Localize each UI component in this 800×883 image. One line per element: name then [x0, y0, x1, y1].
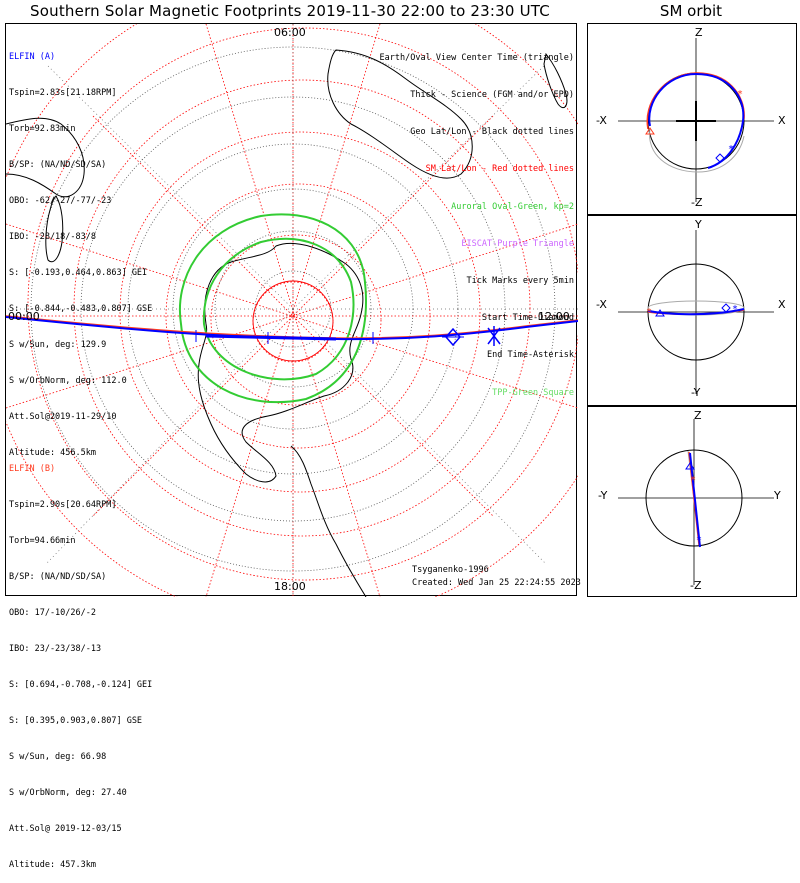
model-name: Tsyganenko-1996	[412, 565, 489, 575]
p2-bottom: -Y	[691, 386, 701, 399]
elfin-a-line: Altitude: 456.5km	[9, 448, 96, 458]
legend-item: Thick - Science (FGM and/or EPD)	[410, 90, 574, 101]
legend-item: TPP-Green Square	[492, 387, 574, 398]
elfin-a-line: S w/Sun, deg: 129.9	[9, 340, 107, 350]
geo-meridians	[6, 24, 578, 597]
new-zealand-coastline	[543, 52, 568, 109]
legend-item: Auroral Oval-Green, kp=2	[451, 201, 574, 212]
sm-orbit-panel-xy: * * Y -Y -X X	[587, 215, 797, 406]
p2-left: -X	[596, 298, 607, 311]
elfin-a-line: Tspin=2.83s[21.18RPM]	[9, 88, 117, 98]
madagascar-coastline	[45, 195, 64, 263]
p1-top: Z	[695, 26, 703, 39]
elfin-a-line: Torb=92.83min	[9, 124, 76, 134]
elfin-a-line: Att.Sol@2019-11-29/10	[9, 412, 117, 422]
p2-top: Y	[695, 218, 702, 231]
legend-item: Start Time-Diamond	[481, 313, 574, 324]
elfin-a-line: S: [-0.193,0.464,0.863] GEI	[9, 268, 148, 278]
africa-coastline	[6, 117, 85, 198]
p3-right: Y	[774, 489, 781, 502]
australia-coastline	[327, 49, 473, 179]
footprint-map-frame: 06:00 18:00 00:00 12:00	[5, 23, 578, 597]
elfin-a-name: ELFIN (A)	[9, 52, 56, 62]
legend-item: Tick Marks every 5min	[466, 276, 574, 287]
map-label-bottom: 18:00	[274, 580, 306, 593]
elfin-a-line: IBO: -28/18/-83/8	[9, 232, 96, 242]
antarctica-coastline	[197, 242, 364, 483]
elfin-a-info: ELFIN (A) Tspin=2.83s[21.18RPM] Torb=92.…	[9, 27, 152, 471]
sm-orbit-panel-yz: * * Z -Z -Y Y	[587, 406, 797, 597]
elfin-a-line: S w/OrbNorm, deg: 112.0	[9, 376, 127, 386]
legend-item: SM Lat/Lon - Red dotted lines	[425, 164, 574, 175]
elfin-a-track	[6, 316, 578, 341]
p2-right: X	[778, 298, 786, 311]
p3-top: Z	[694, 409, 702, 422]
start-diamond	[445, 327, 461, 347]
south-america-coastline	[290, 445, 367, 597]
elfin-b-line: S: [0.395,0.903,0.807] GSE	[9, 716, 143, 726]
elfin-b-line: S w/OrbNorm, deg: 27.40	[9, 788, 127, 798]
tick-marks	[195, 330, 374, 344]
svg-text:*: *	[732, 304, 738, 315]
legend-item: EISCAT-Purple Triangle	[461, 238, 574, 249]
elfin-a-line: B/SP: (NA/ND/SD/SA)	[9, 160, 107, 170]
p1-bottom: -Z	[691, 196, 703, 209]
p1-right: X	[778, 114, 786, 127]
p3-bottom: -Z	[690, 579, 702, 592]
elfin-b-line: Att.Sol@ 2019-12-03/15	[9, 824, 122, 834]
sm-pole-circle	[252, 280, 334, 362]
legend: Earth/Oval View Center Time (triangle) T…	[380, 27, 574, 411]
elfin-b-line: S w/Sun, deg: 66.98	[9, 752, 107, 762]
end-asterisk	[487, 326, 501, 346]
elfin-b-line: S: [0.694,-0.708,-0.124] GEI	[9, 680, 153, 690]
map-label-left: 00:00	[8, 310, 40, 323]
svg-text:*: *	[646, 307, 652, 318]
svg-text:*: *	[696, 535, 702, 546]
created-timestamp: Created: Wed Jan 25 22:24:55 2023	[412, 578, 581, 588]
elfin-a-line: OBO: -62/-27/-77/-23	[9, 196, 112, 206]
legend-item: Earth/Oval View Center Time (triangle)	[379, 52, 574, 63]
elfin-b-name: ELFIN (B)	[9, 464, 56, 474]
footprint-map	[6, 24, 578, 597]
elfin-b-line: OBO: 17/-10/26/-2	[9, 608, 96, 618]
elfin-b-info: ELFIN (B) Tspin=2.90s[20.64RPM] Torb=94.…	[9, 439, 152, 883]
sm-orbit-title: SM orbit	[659, 2, 723, 20]
p3-left: -Y	[598, 489, 608, 502]
p1-left: -X	[596, 114, 607, 127]
svg-text:*: *	[728, 144, 734, 155]
plot-title: Southern Solar Magnetic Footprints 2019-…	[30, 2, 550, 20]
map-label-right: 12:00	[538, 310, 570, 323]
elfin-b-line: Tspin=2.90s[20.64RPM]	[9, 500, 117, 510]
svg-text:*: *	[690, 475, 696, 486]
elfin-b-line: B/SP: (NA/ND/SD/SA)	[9, 572, 107, 582]
elfin-b-line: Altitude: 457.3km	[9, 860, 96, 870]
sm-orbit-panel-xz: * * Z -Z -X X	[587, 23, 797, 215]
elfin-b-line: IBO: 23/-23/38/-13	[9, 644, 102, 654]
map-label-top: 06:00	[274, 26, 306, 39]
svg-text:*: *	[737, 89, 743, 100]
elfin-a-line: S: [-0.844,-0.483,0.807] GSE	[9, 304, 153, 314]
auroral-oval	[178, 213, 367, 404]
elfin-b-line: Torb=94.66min	[9, 536, 76, 546]
legend-item: End Time-Asterisk	[487, 350, 574, 361]
legend-item: Geo Lat/Lon - Black dotted lines	[410, 127, 574, 138]
